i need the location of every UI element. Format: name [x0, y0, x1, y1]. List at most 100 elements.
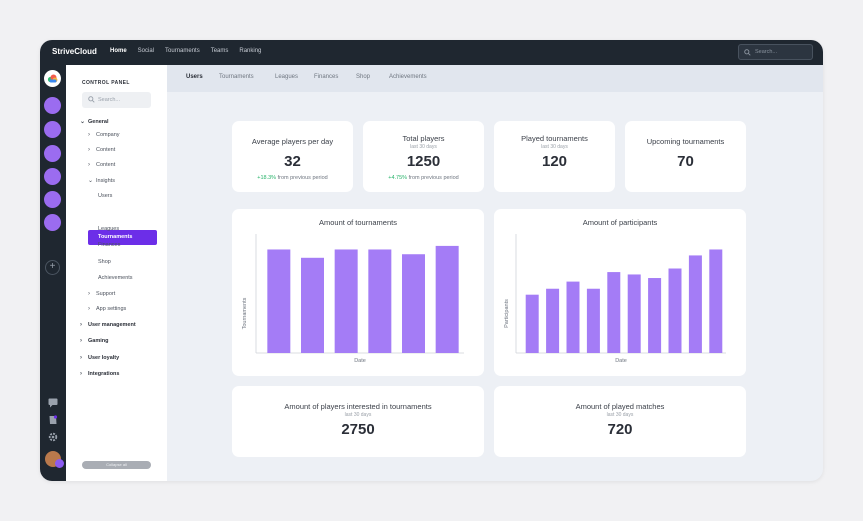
sidebar-item-leagues[interactable]: Leagues — [98, 226, 120, 232]
topnav-social[interactable]: Social — [137, 48, 155, 54]
chart-bar[interactable] — [586, 288, 600, 353]
stat-value: 1250 — [406, 153, 441, 170]
chart-bar[interactable] — [334, 249, 358, 353]
chart-bar[interactable] — [435, 245, 459, 353]
sidebar-item-insights[interactable]: ⌄ Insights — [88, 177, 115, 184]
chart-bar[interactable] — [648, 278, 662, 353]
sidebar-item-label: Integrations — [88, 371, 120, 377]
chart-bar[interactable] — [402, 254, 425, 353]
chevron-right-icon: › — [88, 132, 90, 138]
stat-value: 120 — [541, 153, 568, 170]
sidebar-item-label: App settings — [96, 306, 127, 312]
topnav-tournaments[interactable]: Tournaments — [165, 48, 200, 54]
top-bar: StriveCloud Home Social Tournaments Team… — [40, 40, 823, 65]
sidebar-item-users[interactable]: Users — [98, 193, 113, 199]
chart-bar[interactable] — [709, 249, 723, 353]
add-app-button[interactable]: + — [45, 260, 60, 275]
chevron-down-icon: ⌄ — [80, 119, 86, 125]
chart-bar[interactable] — [627, 274, 641, 353]
stat-card-interested-players: Amount of players interested in tourname… — [232, 386, 484, 457]
chart-bar[interactable] — [607, 272, 621, 353]
rail-app-4[interactable] — [44, 168, 61, 185]
tab-leagues[interactable]: Leagues — [275, 74, 299, 80]
search-placeholder: Search... — [755, 49, 778, 55]
notes-icon[interactable] — [48, 415, 58, 425]
sidebar-item-label: Support — [96, 291, 116, 297]
stat-card-played-tournaments: Played tournaments last 30 days 120 — [494, 121, 615, 192]
y-axis-label: Tournaments — [242, 297, 248, 329]
sidebar-item-content[interactable]: › Content — [88, 147, 115, 153]
rail-app-6[interactable] — [44, 214, 61, 231]
rail-app-1[interactable] — [44, 97, 61, 114]
settings-icon[interactable] — [48, 432, 58, 442]
chart-bar[interactable] — [566, 281, 580, 353]
home-app-icon[interactable] — [44, 70, 61, 87]
sidebar-search-input[interactable]: Search... — [82, 92, 151, 108]
chart-bar[interactable] — [368, 249, 392, 353]
chevron-right-icon: › — [80, 322, 82, 328]
change-text: from previous period — [277, 175, 328, 181]
stat-value: 32 — [284, 153, 301, 170]
sidebar-item-app-settings[interactable]: › App settings — [88, 306, 126, 312]
change-percent: +18.3% — [257, 175, 277, 181]
stat-title: Average players per day — [251, 137, 334, 146]
stat-title: Total players — [402, 134, 445, 143]
chart-bar[interactable] — [668, 268, 682, 353]
stat-title: Upcoming tournaments — [646, 137, 725, 146]
sidebar-item-company[interactable]: › Company — [88, 132, 120, 138]
sidebar-item-content-2[interactable]: › Content — [88, 162, 115, 168]
brand-logo[interactable]: StriveCloud — [52, 47, 97, 56]
y-axis-label: Participants — [504, 299, 510, 328]
sidebar-item-shop[interactable]: Shop — [98, 259, 111, 265]
sidebar-item-label: Insights — [96, 178, 115, 184]
stat-card-total-players: Total players last 30 days 1250 +4.75% f… — [363, 121, 484, 192]
chevron-right-icon: › — [88, 306, 90, 312]
collapse-all-button[interactable]: Collapse all — [82, 461, 151, 469]
global-search-input[interactable]: Search... — [738, 44, 813, 60]
sidebar-item-achievements[interactable]: Achievements — [98, 275, 133, 281]
tab-shop[interactable]: Shop — [356, 74, 371, 80]
sidebar-item-gaming[interactable]: › Gaming — [80, 338, 108, 344]
rail-app-3[interactable] — [44, 145, 61, 162]
stat-change: +18.3% from previous period — [232, 175, 353, 181]
sidebar-item-label: Content — [96, 147, 116, 153]
top-nav: Home Social Tournaments Teams Ranking — [110, 48, 261, 54]
chart-bar[interactable] — [301, 257, 324, 353]
rail-app-2[interactable] — [44, 121, 61, 138]
sidebar-item-label: Content — [96, 162, 116, 168]
topnav-teams[interactable]: Teams — [210, 48, 229, 54]
sidebar-item-label: Company — [96, 132, 120, 138]
chevron-down-icon: ⌄ — [88, 178, 94, 184]
stat-value: 2750 — [341, 421, 375, 438]
topnav-home[interactable]: Home — [110, 48, 127, 54]
sidebar-item-user-management[interactable]: › User management — [80, 322, 136, 328]
sidebar-item-user-loyalty[interactable]: › User loyalty — [80, 355, 119, 361]
control-panel-sidebar: CONTROL PANEL Search... ⌄ General › Compan… — [66, 65, 167, 481]
stat-subtitle: last 30 days — [606, 412, 634, 418]
sidebar-item-tournaments[interactable]: Tournaments — [88, 230, 157, 245]
stat-card-upcoming-tournaments: Upcoming tournaments 70 — [625, 121, 746, 192]
tournaments-bar-chart: Date Tournaments — [242, 234, 464, 364]
chart-bar[interactable] — [525, 294, 539, 353]
chart-bar[interactable] — [267, 249, 291, 353]
avatar-badge — [55, 459, 64, 468]
tab-users[interactable]: Users — [186, 74, 203, 80]
sidebar-item-integrations[interactable]: › Integrations — [80, 371, 119, 377]
stat-card-played-matches: Amount of played matches last 30 days 72… — [494, 386, 746, 457]
sidebar-item-label: Tournaments — [98, 234, 133, 240]
stat-change: +4.75% from previous period — [363, 175, 484, 181]
tab-achievements[interactable]: Achievements — [389, 74, 427, 80]
chart-bar[interactable] — [546, 288, 560, 353]
sidebar-item-general[interactable]: ⌄ General — [80, 118, 108, 125]
tab-finances[interactable]: Finances — [314, 74, 339, 80]
chat-icon[interactable] — [48, 398, 58, 408]
chart-bar[interactable] — [688, 255, 702, 353]
topnav-ranking[interactable]: Ranking — [239, 48, 262, 54]
chevron-right-icon: › — [88, 291, 90, 297]
x-axis-label: Date — [354, 358, 366, 364]
sub-nav: Users Tournaments Leagues Finances Shop … — [167, 65, 823, 92]
rail-app-5[interactable] — [44, 191, 61, 208]
sidebar-item-support[interactable]: › Support — [88, 291, 115, 297]
tab-tournaments[interactable]: Tournaments — [219, 74, 254, 80]
sidebar-item-finances[interactable]: Finances — [98, 242, 121, 248]
